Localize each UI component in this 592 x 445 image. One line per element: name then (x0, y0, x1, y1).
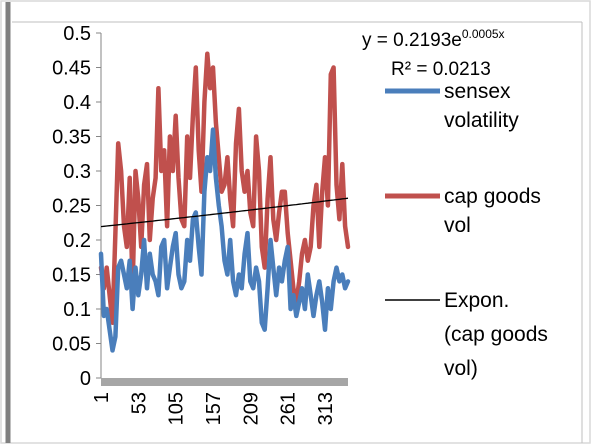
series-line-sensex-volatility (98, 127, 351, 353)
x-tick-label: 157 (203, 392, 225, 425)
y-tick-label: 0.45 (52, 58, 91, 80)
legend-label-capgoods-line1: cap goods (444, 185, 541, 208)
y-tick-label: 0.3 (63, 161, 91, 183)
x-tick-label: 209 (240, 392, 262, 425)
legend-label-sensex-line1: sensex (444, 80, 511, 103)
y-tick-label: 0.1 (63, 299, 91, 321)
y-tick-label: 0.2 (63, 230, 91, 252)
y-tick-label: 0.05 (52, 334, 91, 356)
x-axis-band (101, 378, 348, 386)
x-tick-label: 313 (315, 392, 337, 425)
trendline-equation: y = 0.2193e0.0005x (362, 27, 505, 51)
legend-label-sensex-line2: volatility (444, 109, 519, 132)
x-tick-label: 261 (278, 392, 300, 425)
y-tick-label: 0.25 (52, 196, 91, 218)
x-axis: 1 53 105 157 209 261 313 (91, 378, 348, 425)
y-axis: 0 0.05 0.1 0.15 0.2 0.25 0.3 0.35 0.4 0.45 0.5 (52, 23, 102, 390)
legend: sensex volatility cap goods vol Expon. (… (385, 80, 548, 380)
series-line-cap-goods-vol (98, 51, 351, 326)
trendline-equation-base: y = 0.2193e (362, 30, 462, 51)
legend-label-trendline-line1: Expon. (444, 289, 509, 312)
y-tick-label: 0.5 (63, 23, 91, 45)
trendline-expon (100, 197, 349, 228)
y-tick-label: 0.15 (52, 265, 91, 287)
plot-series (98, 51, 351, 353)
trendline-equation-exponent: 0.0005x (462, 27, 505, 41)
y-tick-label: 0.35 (52, 127, 91, 149)
trendline-r-squared: R² = 0.0213 (391, 59, 491, 80)
y-tick-label: 0 (80, 368, 91, 390)
x-tick-label: 1 (91, 392, 113, 403)
legend-label-capgoods-line2: vol (444, 214, 471, 237)
x-tick-label: 53 (128, 392, 150, 414)
legend-label-trendline-line3: vol) (444, 357, 478, 380)
legend-label-trendline-line2: (cap goods (444, 323, 548, 346)
trendline-group (100, 197, 349, 228)
x-tick-label: 105 (166, 392, 188, 425)
y-tick-label: 0.4 (63, 92, 91, 114)
